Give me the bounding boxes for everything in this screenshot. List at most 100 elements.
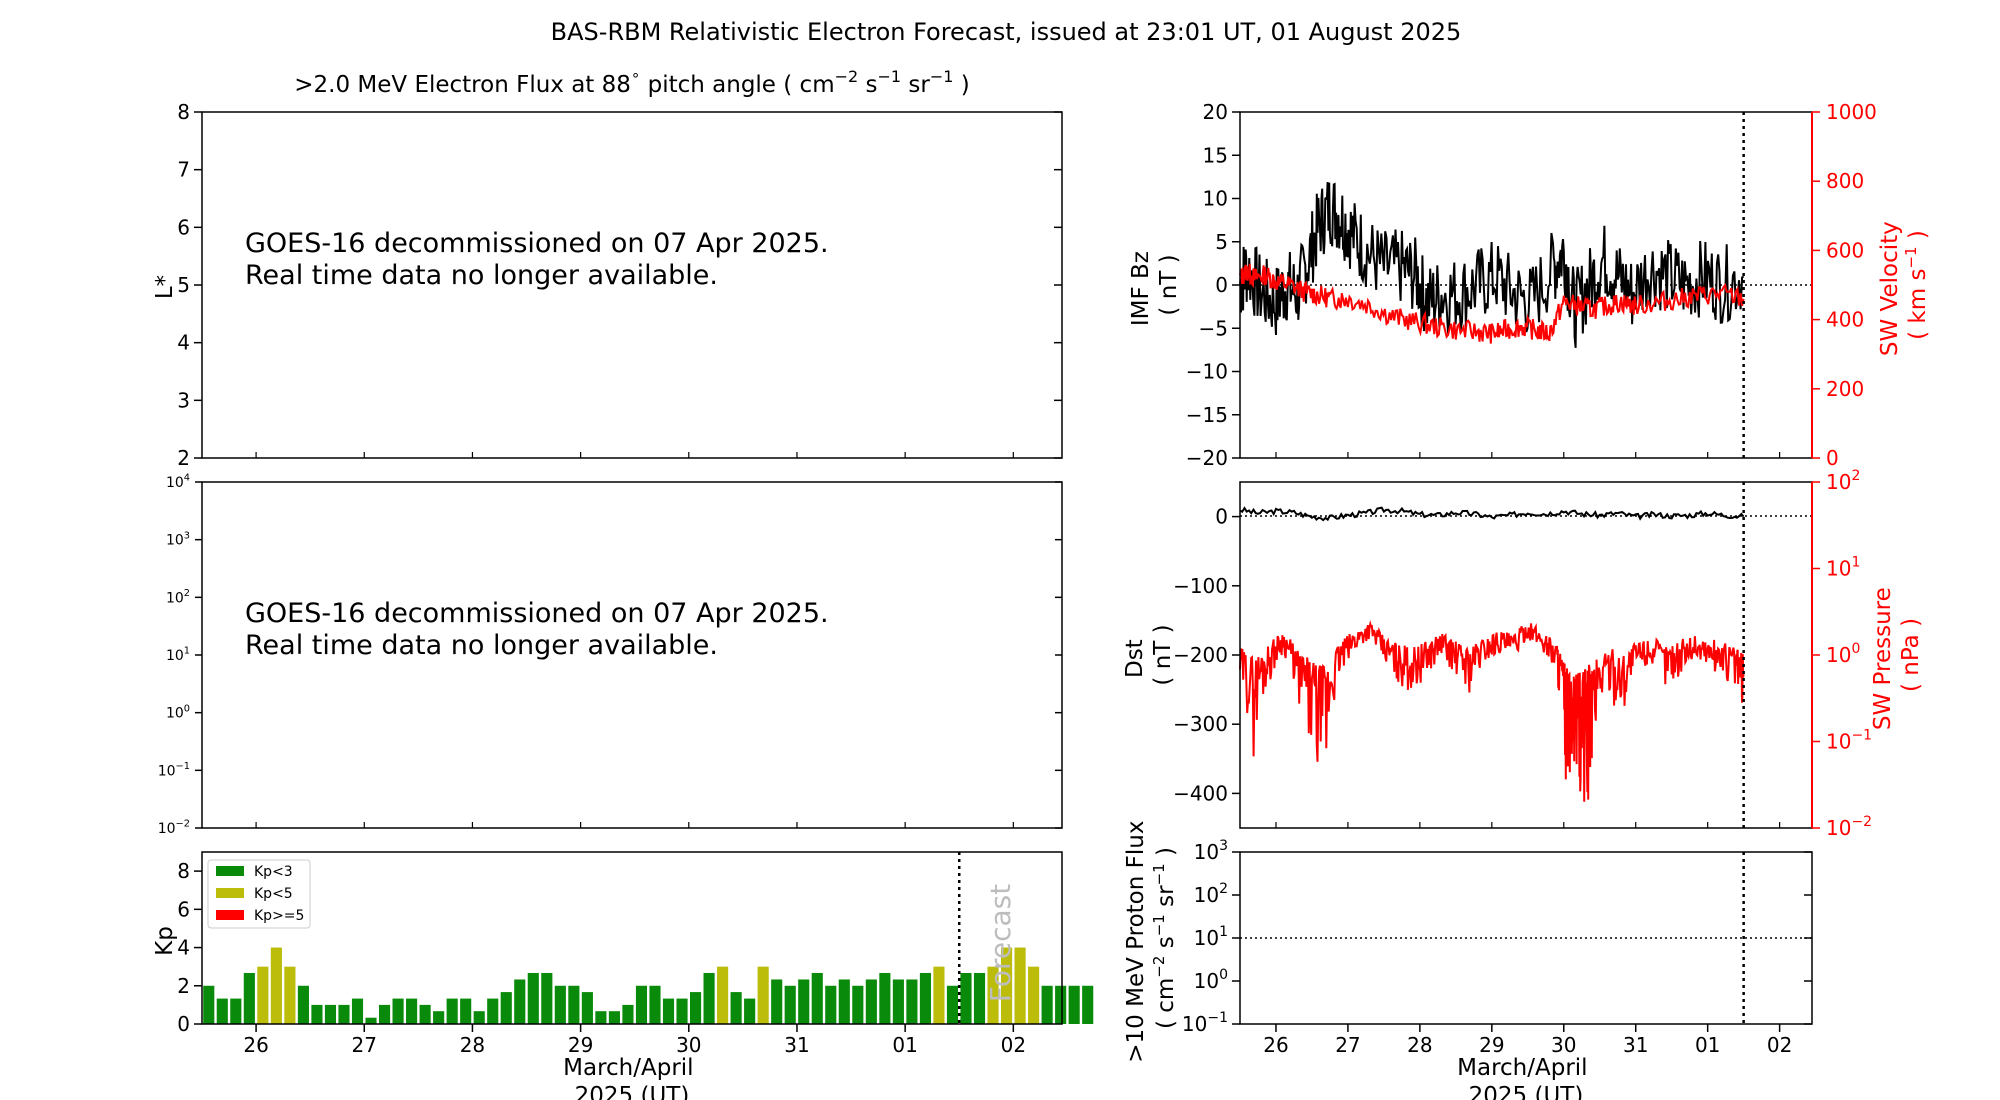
- proton-ytick-label: 101: [1194, 924, 1228, 950]
- kp-bar: [1055, 985, 1067, 1024]
- kp-bar: [960, 972, 972, 1024]
- lstar-ytick-label: 8: [177, 100, 190, 124]
- kp-bar: [541, 972, 553, 1024]
- dst-ytick-label: −200: [1173, 643, 1228, 667]
- kp-bar: [811, 972, 823, 1024]
- kp-bar: [378, 1004, 391, 1024]
- kp-bar: [568, 985, 580, 1024]
- kp-bar: [744, 998, 756, 1024]
- kp-xtick-label: 26: [243, 1033, 268, 1057]
- dst-ylabel: Dst ( nT ): [1122, 624, 1176, 685]
- kp-xlabel: March/April 2025 (UT): [563, 1055, 701, 1100]
- kp-bar: [879, 972, 891, 1024]
- kp-bar: [500, 992, 512, 1024]
- kp-bar: [1000, 947, 1013, 1024]
- kp-xtick-label: 28: [460, 1033, 485, 1057]
- sw-pressure-ylabel: SW Pressure ( nPa ): [1870, 580, 1924, 730]
- proton-xtick-label: 28: [1407, 1033, 1432, 1057]
- sw-velocity-ytick-label: 0: [1826, 446, 1839, 470]
- proton-ytick-label: 10−1: [1182, 1010, 1228, 1036]
- sw-velocity-ytick-label: 600: [1826, 238, 1864, 262]
- kp-bar: [933, 966, 945, 1024]
- kp-bar: [865, 979, 877, 1024]
- kp-bar: [554, 985, 566, 1024]
- sw-velocity-ytick-label: 400: [1826, 308, 1864, 332]
- kp-bar: [487, 998, 499, 1024]
- fluxlog-ytick-label: 10−2: [158, 819, 190, 837]
- sw-velocity-series: [1239, 263, 1745, 344]
- lstar-ytick-label: 5: [177, 273, 190, 297]
- kp-bar: [987, 966, 999, 1024]
- kp-bar: [203, 985, 215, 1024]
- imf-ytick-label: 20: [1203, 100, 1228, 124]
- dst-ytick-label: 0: [1215, 505, 1228, 529]
- kp-bar: [406, 998, 418, 1024]
- fluxlog-ytick-label: 101: [166, 646, 190, 664]
- kp-bar: [635, 985, 648, 1024]
- sw-velocity-ylabel: SW Velocity ( km s−1 ): [1877, 214, 1931, 356]
- kp-xtick-label: 27: [352, 1033, 377, 1057]
- kp-forecast-label: Forecast: [984, 884, 1017, 1003]
- sw-pressure-ytick-label: 102: [1826, 468, 1860, 494]
- kp-bar: [297, 985, 309, 1024]
- kp-bar: [216, 998, 228, 1024]
- proton-xtick-label: 01: [1695, 1033, 1720, 1057]
- lstar-ytick-label: 6: [177, 215, 190, 239]
- imf-bz-series: [1239, 182, 1745, 348]
- imf-ytick-label: −5: [1199, 316, 1228, 340]
- sw-velocity-ytick-label: 200: [1826, 377, 1864, 401]
- kp-bar: [649, 985, 661, 1024]
- kp-bar: [473, 1011, 485, 1024]
- page-title: BAS-RBM Relativistic Electron Forecast, …: [551, 18, 1462, 46]
- kp-bar: [838, 979, 850, 1024]
- kp-frame: [201, 851, 1063, 1025]
- kp-bar: [581, 992, 593, 1024]
- lstar-ytick-label: 4: [177, 331, 190, 355]
- kp-bar: [595, 1011, 607, 1024]
- kp-bar: [784, 985, 796, 1024]
- kp-bar: [270, 947, 282, 1024]
- kp-bar: [852, 985, 864, 1024]
- dst-ytick-label: −400: [1173, 781, 1228, 805]
- kp-bar: [351, 998, 364, 1024]
- proton-panel: 103 102 101 100 10−1 26 27 28 29 30 31 01 02 >10 MeV…: [1123, 821, 1813, 1100]
- kp-xtick-label: 30: [676, 1033, 701, 1057]
- kp-ylabel: Kp: [152, 926, 178, 956]
- imf-ytick-label: 0: [1215, 273, 1228, 297]
- kp-bar: [365, 1017, 377, 1024]
- kp-bar: [1028, 966, 1040, 1024]
- kp-legend-swatch-low: [216, 866, 244, 876]
- proton-xtick-label: 31: [1623, 1033, 1648, 1057]
- proton-xtick-label: 29: [1479, 1033, 1504, 1057]
- flux-lstar-message: GOES-16 decommissioned on 07 Apr 2025. R…: [245, 228, 837, 291]
- kp-bar: [1014, 947, 1026, 1024]
- proton-ytick-label: 102: [1194, 881, 1228, 907]
- kp-ytick-label: 6: [177, 897, 190, 921]
- kp-bar: [757, 966, 769, 1024]
- kp-xtick-label: 02: [1001, 1033, 1026, 1057]
- imf-ytick-label: −15: [1186, 403, 1228, 427]
- kp-bar: [771, 979, 783, 1024]
- sw-velocity-ytick-label: 800: [1826, 169, 1864, 193]
- kp-bar: [243, 972, 255, 1024]
- kp-bar: [1082, 985, 1094, 1024]
- kp-bar: [689, 992, 702, 1024]
- imf-ytick-label: −10: [1186, 360, 1228, 384]
- fluxlog-ytick-label: 104: [166, 473, 190, 491]
- kp-bar: [257, 966, 269, 1024]
- kp-bar: [230, 998, 242, 1024]
- kp-bar: [419, 1004, 431, 1024]
- kp-bar: [1041, 985, 1053, 1024]
- lstar-ytick-label: 7: [177, 158, 190, 182]
- sw-velocity-ytick-label: 1000: [1826, 100, 1877, 124]
- kp-bar: [676, 998, 688, 1024]
- imf-ylabel: IMF Bz ( nT ): [1128, 244, 1182, 326]
- flux-lstar-ylabel: L*: [152, 275, 178, 299]
- kp-bar: [730, 992, 742, 1024]
- imf-ytick-label: 15: [1203, 143, 1228, 167]
- fluxlog-ytick-label: 10−1: [158, 761, 190, 779]
- kp-xtick-label: 29: [568, 1033, 593, 1057]
